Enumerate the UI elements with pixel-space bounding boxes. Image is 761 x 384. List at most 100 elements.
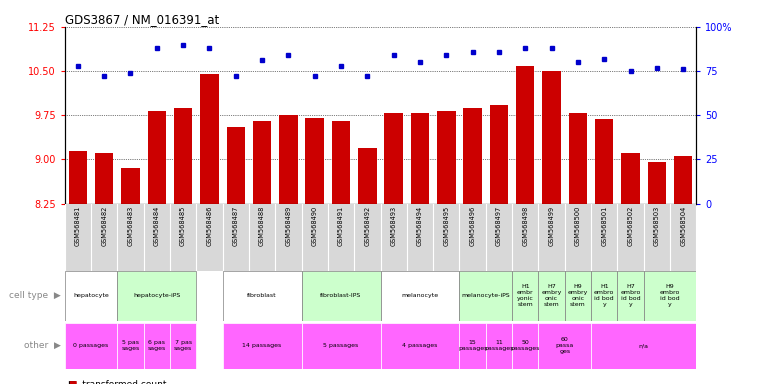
Bar [301, 271, 380, 321]
Bar [301, 323, 380, 369]
Text: GSM568481: GSM568481 [75, 205, 81, 246]
Text: other  ▶: other ▶ [24, 341, 61, 350]
Text: GSM568488: GSM568488 [259, 205, 265, 246]
Bar [539, 271, 565, 321]
Bar [512, 323, 539, 369]
Bar [305, 118, 324, 384]
Text: melanocyte-iPS: melanocyte-iPS [461, 293, 510, 298]
Text: 0 passages: 0 passages [73, 343, 109, 348]
Bar [279, 115, 298, 384]
Bar [490, 105, 508, 384]
Text: 50
passages: 50 passages [511, 340, 540, 351]
Bar [591, 271, 617, 321]
Text: GSM568494: GSM568494 [417, 205, 423, 246]
Text: 4 passages: 4 passages [403, 343, 438, 348]
Text: GSM568486: GSM568486 [206, 205, 212, 246]
Text: melanocyte: melanocyte [401, 293, 438, 298]
Text: 15
passages: 15 passages [458, 340, 487, 351]
Text: GSM568489: GSM568489 [285, 205, 291, 246]
Text: 5 passages: 5 passages [323, 343, 358, 348]
Text: 6 pas
sages: 6 pas sages [148, 340, 166, 351]
Text: GSM568487: GSM568487 [233, 205, 239, 246]
Bar [644, 271, 696, 321]
Text: H1
embro
id bod
y: H1 embro id bod y [594, 285, 614, 307]
Bar [437, 111, 456, 384]
Text: GSM568492: GSM568492 [365, 205, 371, 246]
Bar [200, 74, 218, 384]
Text: GSM568502: GSM568502 [628, 205, 633, 246]
Text: GSM568485: GSM568485 [180, 205, 186, 246]
Text: GSM568500: GSM568500 [575, 205, 581, 246]
Bar [253, 121, 271, 384]
Text: GSM568496: GSM568496 [470, 205, 476, 246]
Bar [591, 323, 696, 369]
Text: H9
embro
id bod
y: H9 embro id bod y [660, 285, 680, 307]
Bar [65, 271, 117, 321]
Bar [460, 271, 512, 321]
Bar [512, 271, 539, 321]
Text: GSM568504: GSM568504 [680, 205, 686, 246]
Bar [95, 154, 113, 384]
Text: GSM568483: GSM568483 [128, 205, 133, 246]
Text: fibroblast-IPS: fibroblast-IPS [320, 293, 361, 298]
Bar [380, 323, 460, 369]
Bar [539, 323, 591, 369]
Bar [121, 168, 140, 384]
Text: GSM568499: GSM568499 [549, 205, 555, 246]
Bar [384, 113, 403, 384]
Text: H7
embry
onic
stem: H7 embry onic stem [541, 285, 562, 307]
Text: 14 passages: 14 passages [243, 343, 282, 348]
Bar [617, 271, 644, 321]
Bar [568, 113, 587, 384]
Text: 60
passa
ges: 60 passa ges [556, 337, 574, 354]
Text: GSM568498: GSM568498 [522, 205, 528, 246]
Bar [223, 323, 301, 369]
Text: H7
embro
id bod
y: H7 embro id bod y [620, 285, 641, 307]
Text: GSM568495: GSM568495 [444, 205, 449, 246]
Text: GSM568490: GSM568490 [312, 205, 317, 246]
Bar [380, 271, 460, 321]
Bar [227, 127, 245, 384]
Text: hepatocyte: hepatocyte [73, 293, 109, 298]
Text: GSM568493: GSM568493 [390, 205, 396, 246]
Bar [117, 271, 196, 321]
Text: GSM568501: GSM568501 [601, 205, 607, 246]
Text: GSM568503: GSM568503 [654, 205, 660, 246]
Text: n/a: n/a [638, 343, 648, 348]
Text: 7 pas
sages: 7 pas sages [174, 340, 193, 351]
Text: ■  transformed count: ■ transformed count [68, 380, 167, 384]
Text: ■: ■ [68, 380, 77, 384]
Text: GDS3867 / NM_016391_at: GDS3867 / NM_016391_at [65, 13, 219, 26]
Bar [65, 323, 117, 369]
Text: 5 pas
sages: 5 pas sages [121, 340, 139, 351]
Text: H9
embry
onic
stem: H9 embry onic stem [568, 285, 588, 307]
Bar [148, 111, 166, 384]
Bar [648, 162, 666, 384]
Bar [144, 323, 170, 369]
Text: GSM568482: GSM568482 [101, 205, 107, 246]
Bar [565, 271, 591, 321]
Text: H1
embr
yonic
stem: H1 embr yonic stem [517, 285, 533, 307]
Bar [486, 323, 512, 369]
Bar [595, 119, 613, 384]
Bar [174, 108, 193, 384]
Text: fibroblast: fibroblast [247, 293, 277, 298]
Bar [358, 147, 377, 384]
Bar [516, 66, 534, 384]
Text: GSM568484: GSM568484 [154, 205, 160, 246]
Bar [460, 323, 486, 369]
Text: hepatocyte-iPS: hepatocyte-iPS [133, 293, 180, 298]
Bar [68, 151, 87, 384]
Text: cell type  ▶: cell type ▶ [9, 291, 61, 300]
Text: 11
passages: 11 passages [484, 340, 514, 351]
Bar [411, 113, 429, 384]
Bar [170, 323, 196, 369]
Text: GSM568497: GSM568497 [496, 205, 502, 246]
Bar [117, 323, 144, 369]
Bar [223, 271, 301, 321]
Bar [332, 121, 350, 384]
Bar [543, 71, 561, 384]
Text: GSM568491: GSM568491 [338, 205, 344, 246]
Bar [674, 156, 693, 384]
Bar [621, 154, 640, 384]
